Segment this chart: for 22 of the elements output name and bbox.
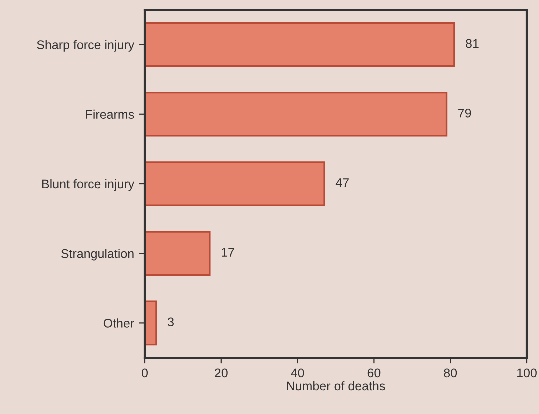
- y-tick-label: Blunt force injury: [42, 179, 135, 192]
- bar: [145, 300, 158, 346]
- y-tick-label: Strangulation: [61, 249, 134, 261]
- bar: [145, 92, 448, 137]
- data-label: 17: [222, 248, 234, 257]
- y-tick-label: Other: [104, 318, 134, 328]
- data-label: 3: [168, 318, 174, 327]
- x-tick-label: 60: [368, 368, 381, 378]
- x-tick-label: 20: [215, 368, 228, 378]
- x-tick-label: 80: [444, 368, 458, 378]
- x-axis-title: Number of deaths: [287, 381, 386, 391]
- data-label: 47: [336, 178, 349, 188]
- bar: [145, 231, 211, 276]
- x-tick-label: 100: [518, 368, 537, 378]
- data-label: 79: [458, 108, 472, 118]
- x-tick-label: 0: [142, 368, 148, 378]
- bar: [145, 162, 326, 206]
- x-tick-label: 40: [291, 368, 304, 378]
- bar: [145, 22, 456, 68]
- data-label: 81: [466, 39, 479, 48]
- y-tick-label: Firearms: [86, 110, 134, 120]
- y-tick-label: Sharp force injury: [37, 40, 135, 52]
